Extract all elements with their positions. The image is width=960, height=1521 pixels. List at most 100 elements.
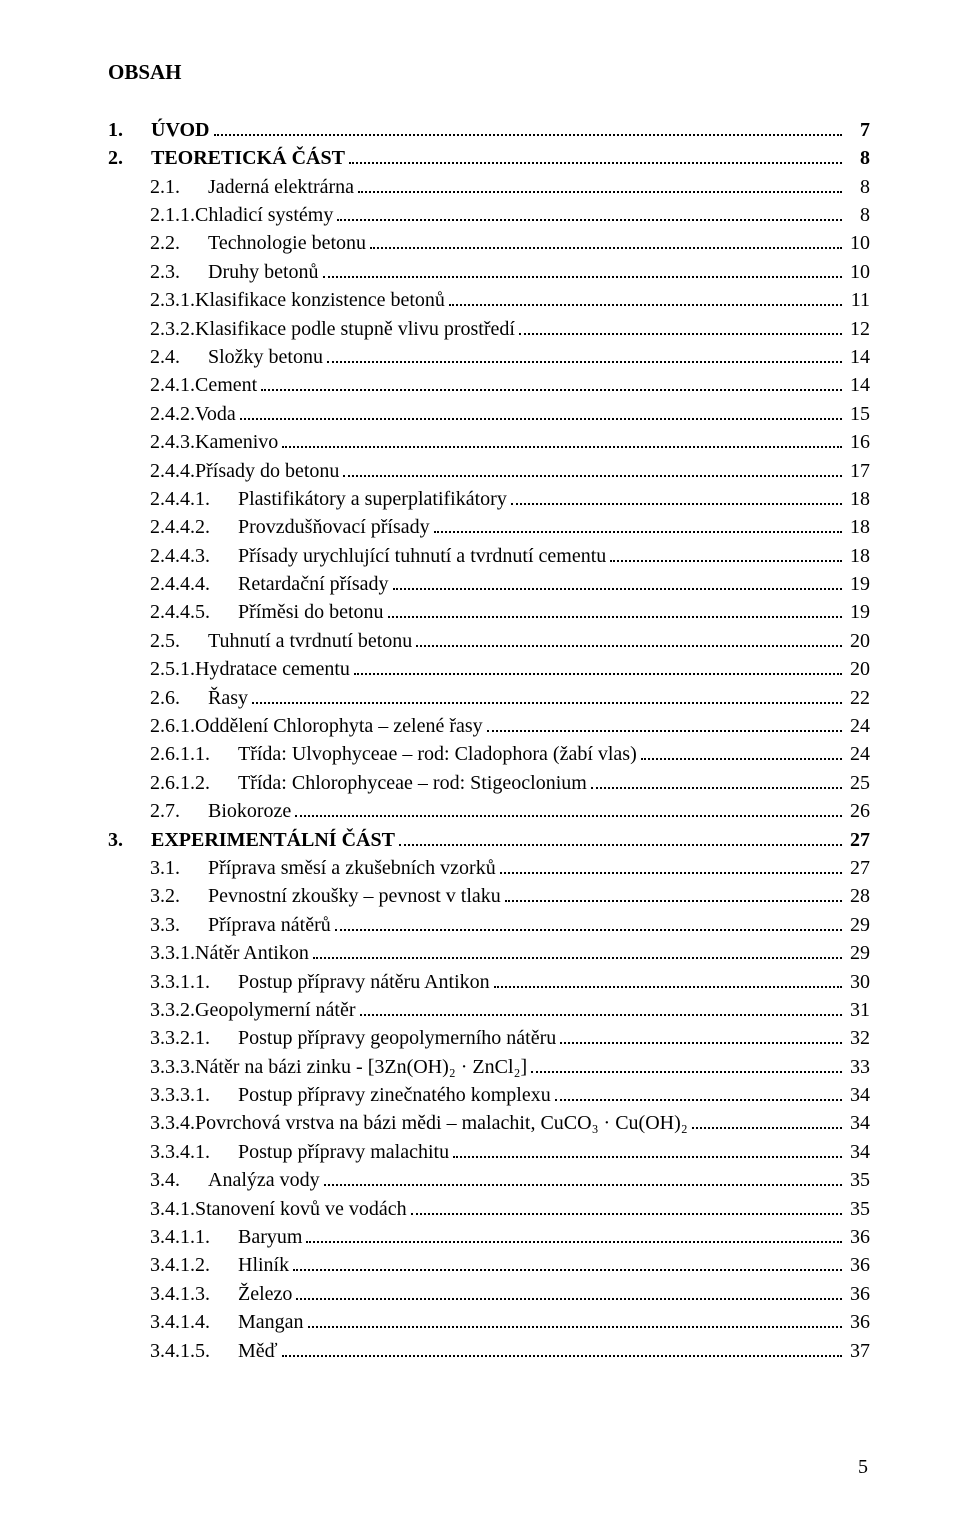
toc-entry-leader [411,1213,842,1215]
toc-entry: 2.4.Složky betonu14 [108,343,870,371]
toc-entry-number: 2. [108,144,123,172]
toc-entry-leader [324,1184,842,1186]
toc-entry-number: 2.5. [150,627,180,655]
toc-entry-number: 1. [108,116,123,144]
toc-entry-text: Postup přípravy geopolymerního nátěru [238,1024,556,1052]
toc-entry-page: 16 [846,428,870,456]
toc-entry-text: Oddělení Chlorophyta – zelené řasy [195,712,483,740]
toc-entry: 3.3.3. Nátěr na bázi zinku - [3Zn(OH)₂ ·… [108,1053,870,1081]
toc-entry-number: 2.4.4.4. [150,570,210,598]
toc-entry-leader [240,418,842,420]
toc-entry: 3.4.1. Stanovení kovů ve vodách35 [108,1195,870,1223]
toc-entry-page: 17 [846,457,870,485]
page-number-footer: 5 [108,1453,870,1481]
toc-entry-leader [511,503,842,505]
toc-entry-leader [453,1156,842,1158]
toc-entry-leader [692,1127,842,1129]
toc-entry-page: 32 [846,1024,870,1052]
page: OBSAH 1.ÚVOD72.TEORETICKÁ ČÁST82.1.Jader… [0,0,960,1521]
toc-entry-page: 24 [846,740,870,768]
toc-entry-page: 24 [846,712,870,740]
toc-entry-number: 2.3.2. [150,315,195,343]
toc-entry-page: 14 [846,343,870,371]
toc-entry-leader [252,702,842,704]
toc-entry-page: 26 [846,797,870,825]
toc-entry: 3.4.1.4.Mangan36 [108,1308,870,1336]
toc-entry-text: Klasifikace podle stupně vlivu prostředí [195,315,515,343]
toc-entry-page: 25 [846,769,870,797]
toc-entry: 3.3.4. Povrchová vrstva na bázi mědi – m… [108,1109,870,1137]
toc-entry-text: Stanovení kovů ve vodách [195,1195,407,1223]
toc-entry-text: Postup přípravy nátěru Antikon [238,968,490,996]
toc-entry-text: Plastifikátory a superplatifikátory [238,485,507,513]
toc-entry-leader [519,333,842,335]
toc-entry: 2.TEORETICKÁ ČÁST8 [108,144,870,172]
toc-entry-text: Geopolymerní nátěr [195,996,356,1024]
toc-entry-number: 3.4.1.2. [150,1251,210,1279]
toc-entry-text: Přísady do betonu [195,457,339,485]
toc-entry-text: Hliník [238,1251,289,1279]
toc-entry-page: 10 [846,258,870,286]
toc-entry-number: 2.4.4.1. [150,485,210,513]
toc-entry-text: Příprava směsí a zkušebních vzorků [208,854,496,882]
toc-entry: 2.4.4.2.Provzdušňovací přísady18 [108,513,870,541]
toc-entry-text: Přísady urychlující tuhnutí a tvrdnutí c… [238,542,606,570]
toc-entry: 3.4.1.5.Měď37 [108,1337,870,1365]
toc-entry-leader [308,1326,842,1328]
toc-entry-text: Mangan [238,1308,304,1336]
toc-entry: 2.6.1.2.Třída: Chlorophyceae – rod: Stig… [108,769,870,797]
toc-entry-page: 34 [846,1109,870,1137]
toc-entry-page: 19 [846,598,870,626]
toc-entry-leader [313,957,842,959]
toc-entry-text: Železo [238,1280,292,1308]
toc-entry-leader [393,588,843,590]
toc-entry-page: 15 [846,400,870,428]
toc-entry-number: 2.6.1.1. [150,740,210,768]
toc-entry-page: 29 [846,939,870,967]
toc-entry-leader [293,1269,842,1271]
toc-entry-page: 18 [846,513,870,541]
toc-entry-text: Provzdušňovací přísady [238,513,430,541]
toc-entry-page: 8 [846,144,870,172]
toc-entry-number: 2.4.4.3. [150,542,210,570]
toc-entry: 3.3.1.1.Postup přípravy nátěru Antikon30 [108,968,870,996]
toc-entry-number: 2.4.3. [150,428,195,456]
toc-entry-number: 2.2. [150,229,180,257]
toc-entry-text: Voda [195,400,236,428]
toc-entry-number: 3.4.1.4. [150,1308,210,1336]
toc-entry-text: Příprava nátěrů [208,911,331,939]
toc-entry-leader [555,1099,842,1101]
toc-entry-text: Měď [238,1337,278,1365]
toc-entry-text: Třída: Ulvophyceae – rod: Cladophora (ža… [238,740,637,768]
toc-entry: 1.ÚVOD7 [108,116,870,144]
toc-entry-page: 33 [846,1053,870,1081]
toc-entry-number: 3.4.1.1. [150,1223,210,1251]
toc-entry-leader [282,1355,842,1357]
toc-entry-number: 3.3.3.1. [150,1081,210,1109]
toc-entry-page: 19 [846,570,870,598]
toc-entry-text: EXPERIMENTÁLNÍ ČÁST [151,826,395,854]
toc-entry: 3.4.1.1.Baryum36 [108,1223,870,1251]
toc-entry-page: 34 [846,1138,870,1166]
toc-entry-text: Technologie betonu [208,229,366,257]
toc-entry-leader [327,361,842,363]
toc-entry-leader [560,1042,842,1044]
toc-entry-leader [487,730,842,732]
toc-entry-number: 3.3.3. [150,1053,195,1081]
toc-entry-page: 31 [846,996,870,1024]
toc-entry-number: 2.3. [150,258,180,286]
toc-entry-page: 7 [846,116,870,144]
toc-entry: 2.7.Biokoroze26 [108,797,870,825]
toc-entry-leader [349,162,842,164]
toc-entry-number: 2.6. [150,684,180,712]
toc-entry: 3.4.Analýza vody35 [108,1166,870,1194]
toc-entry-page: 37 [846,1337,870,1365]
toc-entry-number: 3.4.1. [150,1195,195,1223]
toc-entry-page: 18 [846,542,870,570]
toc-entry-number: 2.1. [150,173,180,201]
toc-entry-number: 2.6.1.2. [150,769,210,797]
toc-entry-text: Příměsi do betonu [238,598,384,626]
toc-entry-number: 2.4.2. [150,400,195,428]
toc-entry-leader [610,560,842,562]
toc-entry-leader [323,276,842,278]
